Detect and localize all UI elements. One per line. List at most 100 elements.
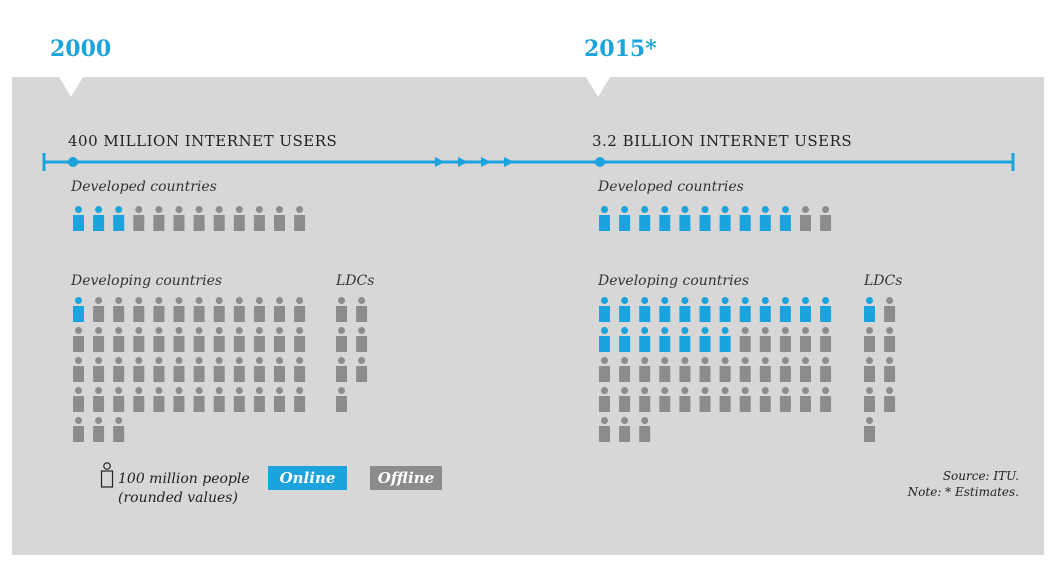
person-icon-2000-developing bbox=[233, 387, 245, 412]
person-icon-2015-developing bbox=[820, 387, 832, 412]
person-icon-2015-ldcs bbox=[864, 417, 875, 442]
person-icon-2015-developed bbox=[739, 206, 751, 231]
legend-unit-line1: 100 million people bbox=[118, 471, 250, 487]
person-icon-2000-developing bbox=[173, 297, 185, 322]
legend-offline: Offline bbox=[370, 466, 442, 490]
person-icon-2000-developing bbox=[213, 297, 225, 322]
timeline-dot-2015 bbox=[595, 157, 605, 167]
person-icon-2015-developing bbox=[599, 297, 610, 322]
person-icon-2015-developing bbox=[659, 357, 671, 382]
person-icon-2015-developing bbox=[639, 297, 651, 322]
person-icon-2015-ldcs bbox=[884, 357, 896, 382]
label-2000-developing: Developing countries bbox=[71, 273, 223, 289]
person-icon-2015-developing bbox=[820, 357, 832, 382]
person-icon-2015-developed bbox=[800, 206, 811, 231]
person-icon-2000-developing bbox=[294, 387, 306, 412]
users-2015-title: 3.2 BILLION INTERNET USERS bbox=[592, 132, 853, 150]
person-icon-2000-ldcs bbox=[336, 327, 347, 352]
person-icon-2000-developed bbox=[193, 206, 205, 231]
person-icon-2000-developing bbox=[93, 327, 105, 352]
person-icon-2000-developing bbox=[133, 387, 145, 412]
person-icon-2000-developing bbox=[213, 387, 225, 412]
label-2000-ldcs: LDCs bbox=[336, 273, 375, 289]
person-icon-2000-developing bbox=[73, 417, 84, 442]
person-icon-2015-developing bbox=[659, 387, 671, 412]
person-icon-2000-developing bbox=[173, 387, 185, 412]
person-icon-2000-developing bbox=[133, 327, 145, 352]
person-icon-2015-developing bbox=[739, 327, 751, 352]
person-icon-2015-developing bbox=[599, 357, 610, 382]
person-icon-2015-ldcs bbox=[864, 297, 875, 322]
person-icon-2000-developing bbox=[193, 357, 205, 382]
person-icon-2000-ldcs bbox=[356, 357, 368, 382]
person-icon-2015-developing bbox=[599, 417, 610, 442]
person-icon-2015-developed bbox=[779, 206, 791, 231]
timeline-dot-2000 bbox=[68, 157, 78, 167]
person-icon-2000-developing bbox=[233, 357, 245, 382]
person-icon-2000-developing bbox=[213, 357, 225, 382]
person-icon-2000-developing bbox=[274, 357, 285, 382]
person-icon-2015-developing bbox=[599, 327, 610, 352]
label-2015-ldcs: LDCs bbox=[864, 273, 903, 289]
person-icon-2000-developing bbox=[253, 297, 265, 322]
person-icon-2015-developed bbox=[659, 206, 671, 231]
person-icon-2000-ldcs bbox=[356, 327, 368, 352]
person-icon-2015-developing bbox=[759, 357, 771, 382]
timeline-arrow bbox=[458, 157, 468, 167]
source-note: Source: ITU. Note: * Estimates. bbox=[908, 468, 1019, 500]
person-icon-2015-developing bbox=[779, 297, 791, 322]
person-icon-2015-developing bbox=[779, 357, 791, 382]
person-icon-2015-developing bbox=[779, 387, 791, 412]
person-icon-2000-developing bbox=[233, 297, 245, 322]
person-icon-2000-developing bbox=[253, 387, 265, 412]
person-icon-2015-developed bbox=[639, 206, 651, 231]
person-icon-2000-developed bbox=[73, 206, 84, 231]
label-2000-developed: Developed countries bbox=[71, 179, 217, 195]
person-icon-2015-developing bbox=[719, 387, 731, 412]
legend-unit-line2: (rounded values) bbox=[118, 490, 238, 506]
person-icon-2000-developing bbox=[73, 297, 84, 322]
person-icon-2000-developed bbox=[93, 206, 105, 231]
person-icon-2000-developed bbox=[113, 206, 125, 231]
person-icon-2000-developed bbox=[253, 206, 265, 231]
person-icon-2015-developed bbox=[820, 206, 832, 231]
person-icon-2000-developing bbox=[93, 357, 105, 382]
person-icon-2000-ldcs bbox=[336, 297, 347, 322]
person-icon-2015-ldcs bbox=[884, 387, 896, 412]
person-icon-2015-ldcs bbox=[864, 387, 875, 412]
person-icon-2015-ldcs bbox=[884, 297, 896, 322]
person-icon-2000-developed bbox=[233, 206, 245, 231]
person-icon-2015-developing bbox=[719, 357, 731, 382]
person-icon-2000-developing bbox=[253, 327, 265, 352]
person-icon-2000-developing bbox=[93, 387, 105, 412]
person-icon-2000-developing bbox=[133, 357, 145, 382]
year-2015-pointer bbox=[586, 77, 610, 97]
person-icon-2015-developing bbox=[699, 357, 711, 382]
person-icon-2000-developing bbox=[73, 327, 84, 352]
person-icon-2015-developing bbox=[739, 387, 751, 412]
users-2000-title: 400 MILLION INTERNET USERS bbox=[68, 132, 338, 150]
person-icon-2000-developing bbox=[153, 357, 165, 382]
timeline-arrow bbox=[481, 157, 491, 167]
person-icon-2000-developing bbox=[113, 417, 125, 442]
person-icon-2015-developed bbox=[719, 206, 731, 231]
person-icon-2000-developing bbox=[113, 297, 125, 322]
timeline-arrow bbox=[504, 157, 514, 167]
person-icon-2000-developed bbox=[133, 206, 145, 231]
person-icon-2015-developed bbox=[599, 206, 610, 231]
person-icon-2015-developing bbox=[639, 417, 651, 442]
year-2015-label: 2015* bbox=[584, 36, 657, 62]
person-icon-2015-developing bbox=[759, 327, 771, 352]
person-icon-2015-developing bbox=[739, 297, 751, 322]
person-icon-2000-developing bbox=[73, 387, 84, 412]
person-icon-2015-ldcs bbox=[864, 327, 875, 352]
person-icon-2015-developing bbox=[759, 297, 771, 322]
person-icon-2015-developing bbox=[679, 297, 691, 322]
year-2000-label: 2000 bbox=[50, 36, 112, 62]
person-icon-2015-developing bbox=[659, 327, 671, 352]
person-icon bbox=[100, 462, 114, 488]
legend-online: Online bbox=[268, 466, 347, 490]
person-icon-2015-developing bbox=[659, 297, 671, 322]
